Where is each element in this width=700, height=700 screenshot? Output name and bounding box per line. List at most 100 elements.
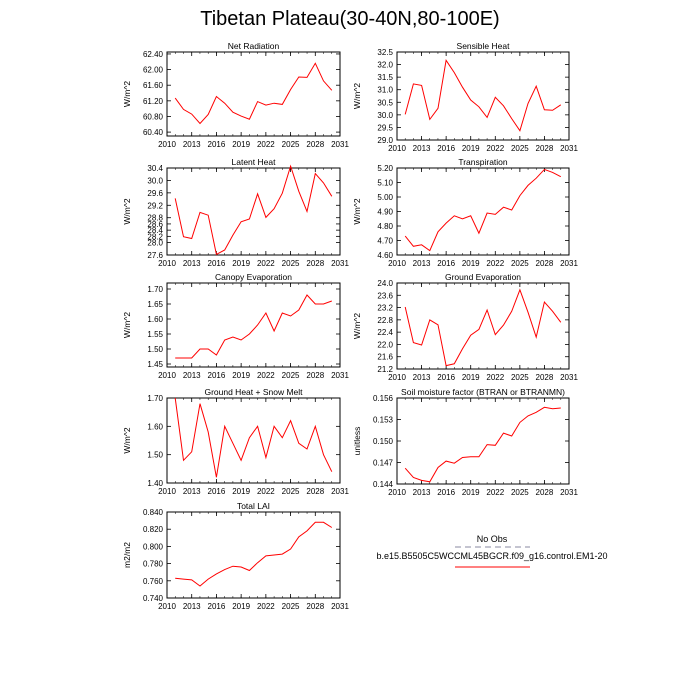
chart0-xtick-label: 2022 <box>257 140 275 149</box>
chart0-title: Net Radiation <box>228 41 280 51</box>
chart5-ytick-label: 24.0 <box>377 279 393 288</box>
chart7-xtick-label: 2010 <box>388 488 406 497</box>
chart7-xtick-label: 2022 <box>486 488 504 497</box>
chart7-ytick-label: 0.144 <box>373 480 394 489</box>
chart4-ytick-label: 1.70 <box>147 285 163 294</box>
chart3-ytick-label: 4.90 <box>377 208 393 217</box>
chart2-ytick-label: 30.0 <box>147 176 163 185</box>
chart7-ytick-label: 0.150 <box>373 437 394 446</box>
chart2-ytick-label: 27.6 <box>147 251 163 260</box>
chart0-xtick-label: 2010 <box>158 140 176 149</box>
chart0-series-line <box>174 62 333 125</box>
chart1-xtick-label: 2028 <box>536 144 554 153</box>
chart8-ytick-label: 0.800 <box>143 542 164 551</box>
chart2-title: Latent Heat <box>232 157 277 167</box>
chart4-frame <box>166 282 341 368</box>
chart7-xtick-label: 2031 <box>560 488 578 497</box>
chart0-ytick-label: 61.60 <box>143 81 164 90</box>
chart1-xtick-label: 2016 <box>437 144 455 153</box>
chart6-frame <box>166 397 341 484</box>
chart4-xtick-label: 2016 <box>208 371 226 380</box>
chart4-ytick-label: 1.45 <box>147 360 163 369</box>
chart3-series-line <box>404 168 562 252</box>
chart6-title: Ground Heat + Snow Melt <box>204 387 303 397</box>
chart0-ytick-label: 62.40 <box>143 50 164 59</box>
chart1-title: Sensible Heat <box>457 41 511 51</box>
legend-model-label: b.e15.B5505C5WCCML45BGCR.f09_g16.control… <box>376 551 607 561</box>
chart2-ytick-label: 28.2 <box>147 232 163 241</box>
chart8-xtick-label: 2013 <box>183 602 201 611</box>
chart1-ytick-label: 32.0 <box>377 61 393 70</box>
chart2-xtick-label: 2022 <box>257 259 275 268</box>
chart0-ytick-label: 60.40 <box>143 128 164 137</box>
chart0-xtick-label: 2016 <box>208 140 226 149</box>
chart7-xtick-label: 2019 <box>462 488 480 497</box>
chart1-ytick-label: 31.5 <box>377 73 393 82</box>
chart7-frame <box>396 397 570 485</box>
chart4-xtick-label: 2028 <box>306 371 324 380</box>
chart7-xtick-label: 2016 <box>437 488 455 497</box>
chart2-ytick-label: 29.6 <box>147 189 163 198</box>
chart1-ytick-label: 31.0 <box>377 86 393 95</box>
chart5-ytick-label: 22.4 <box>377 328 393 337</box>
chart3-ytick-label: 5.20 <box>377 164 393 173</box>
chart6-ytick-label: 1.60 <box>147 422 163 431</box>
chart1-xtick-label: 2031 <box>560 144 578 153</box>
chart2-ylabel: W/m^2 <box>122 198 132 224</box>
chart4-title: Canopy Evaporation <box>215 272 292 282</box>
chart5-xtick-label: 2010 <box>388 373 406 382</box>
chart0-frame <box>166 51 341 137</box>
chart7-series-line <box>404 406 561 483</box>
chart3-xtick-label: 2016 <box>437 259 455 268</box>
chart8-xtick-label: 2025 <box>282 602 300 611</box>
chart5-ytick-label: 22.0 <box>377 340 393 349</box>
chart0-ytick-label: 61.20 <box>143 97 164 106</box>
chart7-ylabel: unitless <box>352 427 362 456</box>
chart4-xtick-label: 2025 <box>282 371 300 380</box>
chart1-xtick-label: 2013 <box>413 144 431 153</box>
chart3-ylabel: W/m^2 <box>352 198 362 224</box>
chart8-xtick-label: 2019 <box>232 602 250 611</box>
chart6-xtick-label: 2010 <box>158 487 176 496</box>
chart7-xtick-label: 2028 <box>536 488 554 497</box>
chart5-ytick-label: 21.2 <box>377 365 393 374</box>
chart0-xtick-label: 2019 <box>232 140 250 149</box>
chart8-xtick-label: 2010 <box>158 602 176 611</box>
chart5-ylabel: W/m^2 <box>352 313 362 339</box>
chart5-xtick-label: 2028 <box>536 373 554 382</box>
chart2-ytick-label: 28.0 <box>147 239 163 248</box>
chart8-xtick-label: 2016 <box>208 602 226 611</box>
chart1-ytick-label: 29.5 <box>377 123 393 132</box>
chart2-series-line <box>174 164 333 256</box>
chart2-frame <box>166 167 341 256</box>
chart7-ytick-label: 0.147 <box>373 459 394 468</box>
chart1-series-line <box>404 58 562 132</box>
chart4-xtick-label: 2010 <box>158 371 176 380</box>
chart4-xtick-label: 2022 <box>257 371 275 380</box>
chart6-xtick-label: 2028 <box>306 487 324 496</box>
page-title: Tibetan Plateau(30-40N,80-100E) <box>200 8 500 30</box>
chart8-ytick-label: 0.740 <box>143 594 164 603</box>
chart2-xtick-label: 2019 <box>232 259 250 268</box>
chart1-ylabel: W/m^2 <box>352 83 362 109</box>
chart4-ytick-label: 1.55 <box>147 330 163 339</box>
chart6-xtick-label: 2013 <box>183 487 201 496</box>
chart3-xtick-label: 2022 <box>486 259 504 268</box>
chart8-frame <box>166 511 341 599</box>
chart2-xtick-label: 2028 <box>306 259 324 268</box>
chart2-xtick-label: 2031 <box>331 259 349 268</box>
chart6-ylabel: W/m^2 <box>122 427 132 453</box>
chart3-ytick-label: 4.70 <box>377 237 393 246</box>
chart2-xtick-label: 2010 <box>158 259 176 268</box>
chart5-ytick-label: 23.2 <box>377 304 393 313</box>
chart5-xtick-label: 2025 <box>511 373 529 382</box>
chart8-xtick-label: 2031 <box>331 602 349 611</box>
chart2-xtick-label: 2016 <box>208 259 226 268</box>
chart5-xtick-label: 2031 <box>560 373 578 382</box>
chart3-xtick-label: 2028 <box>536 259 554 268</box>
chart5-xtick-label: 2016 <box>437 373 455 382</box>
chart6-ytick-label: 1.50 <box>147 451 163 460</box>
chart3-xtick-label: 2019 <box>462 259 480 268</box>
chart3-ytick-label: 4.60 <box>377 251 393 260</box>
